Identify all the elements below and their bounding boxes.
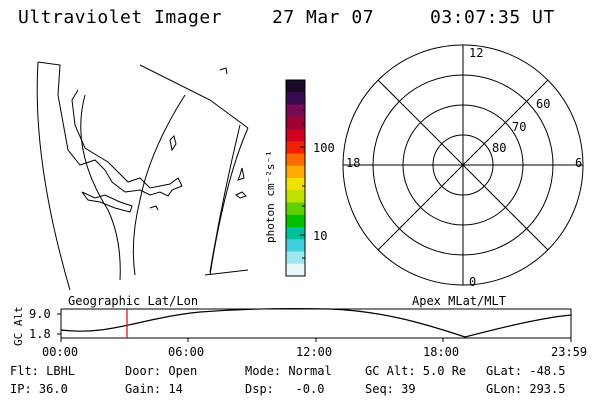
alt-tick-low: 1.8 <box>29 327 51 341</box>
mlt-line-9-21 <box>377 79 549 251</box>
colorbar-band <box>286 202 305 216</box>
island <box>237 167 245 181</box>
altitude-curve <box>60 308 572 338</box>
time-tick-1800: 18:00 <box>423 345 460 359</box>
colorbar-band <box>286 165 305 179</box>
graticule-line <box>132 94 186 276</box>
altitude-plot <box>57 308 572 342</box>
mlt-label-6: 6 <box>575 156 583 170</box>
colorbar-tick-10: 10 <box>313 229 328 243</box>
colorbar-band <box>286 92 305 105</box>
status-seq: Seq: 39 <box>365 382 416 396</box>
colorbar-unit-label: photon cm⁻²s⁻¹ <box>264 150 277 243</box>
status-gc-alt: GC Alt: 5.0 Re <box>365 364 467 378</box>
colorbar-band <box>286 214 305 228</box>
time-tick-0600: 06:00 <box>168 345 205 359</box>
status-door: Door: Open <box>125 364 198 378</box>
colorbar-band <box>286 251 305 265</box>
colorbar-band <box>286 178 305 191</box>
graticule-line <box>209 124 241 273</box>
colorbar-band <box>286 153 305 167</box>
lat-label-80: 80 <box>492 141 507 155</box>
time-label: 03:07:35 UT <box>430 7 555 28</box>
instrument-title: Ultraviolet Imager <box>18 7 223 28</box>
status-filter: Flt: LBHL <box>10 364 76 378</box>
colorbar-band <box>286 141 305 154</box>
colorbar <box>285 79 306 277</box>
colorbar-band <box>286 227 305 240</box>
mlt-label-0: 0 <box>469 275 477 289</box>
apex-label: Apex MLat/MLT <box>412 294 506 308</box>
map-boundary-bottom <box>204 269 249 276</box>
date-label: 27 Mar 07 <box>272 7 375 28</box>
colorbar-band <box>286 129 305 142</box>
lat-label-60: 60 <box>536 97 551 111</box>
status-gain: Gain: 14 <box>125 382 183 396</box>
coastline <box>37 61 183 197</box>
polar-plot <box>342 44 584 286</box>
time-tick-2359: 23:59 <box>551 345 588 359</box>
geographic-label: Geographic Lat/Lon <box>68 294 199 308</box>
island <box>149 205 159 211</box>
colorbar-tick-100: 100 <box>313 141 335 155</box>
island <box>219 67 228 75</box>
colorbar-band <box>286 190 305 203</box>
graticule-line <box>80 94 121 281</box>
colorbar-band <box>286 263 305 277</box>
map-boundary-right <box>209 127 249 276</box>
time-tick-1200: 12:00 <box>296 345 333 359</box>
map-boundary-top <box>139 64 249 129</box>
island <box>235 191 247 199</box>
colorbar-band <box>286 80 305 93</box>
geographic-map <box>36 61 249 291</box>
mlt-label-18: 18 <box>346 156 361 170</box>
status-glon: GLon: 293.5 <box>486 382 566 396</box>
status-dsp: Dsp: -0.0 <box>245 382 325 396</box>
lat-label-70: 70 <box>512 120 527 134</box>
status-glat: GLat: -48.5 <box>486 364 566 378</box>
map-boundary-left <box>36 61 71 291</box>
colorbar-band <box>286 104 305 118</box>
island <box>169 135 177 152</box>
colorbar-band <box>286 116 305 130</box>
coastline-island <box>81 191 133 213</box>
alt-axis-label: GC Alt <box>12 306 25 346</box>
mlt-label-12: 12 <box>469 46 484 60</box>
alt-tick-high: 9.0 <box>29 307 51 321</box>
colorbar-band <box>286 239 305 252</box>
status-ip: IP: 36.0 <box>10 382 68 396</box>
status-mode: Mode: Normal <box>245 364 332 378</box>
time-tick-0000: 00:00 <box>42 345 79 359</box>
